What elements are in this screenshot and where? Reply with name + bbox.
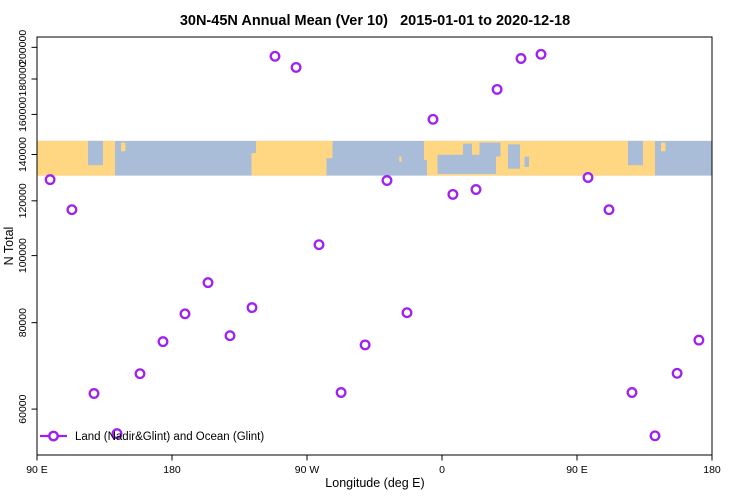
sea-patch (88, 140, 103, 166)
legend-label: Land (Nadir&Glint) and Ocean (Glint) (75, 431, 264, 443)
sea-patch (508, 144, 520, 169)
land-segment (256, 140, 327, 176)
data-point (515, 53, 527, 64)
sea-patch (628, 140, 643, 166)
data-point (88, 388, 100, 399)
data-point (224, 330, 236, 342)
data-point (313, 239, 325, 251)
y-tick-label: 100000 (17, 238, 29, 273)
data-point (359, 339, 371, 351)
y-tick-label: 180000 (17, 61, 29, 96)
plot-border (36, 36, 713, 456)
land-patch (424, 140, 427, 160)
data-point (381, 175, 393, 186)
data-point (179, 308, 191, 320)
data-point (66, 204, 78, 216)
data-point (603, 204, 615, 216)
y-tick-label: 140000 (17, 137, 29, 172)
y-tick-label: 120000 (17, 183, 29, 218)
data-point (111, 428, 123, 440)
sea-patch (524, 156, 529, 167)
data-point (671, 367, 683, 379)
data-point (401, 307, 413, 319)
data-point (246, 302, 258, 314)
data-point (447, 188, 459, 200)
scatter-points (44, 48, 705, 442)
data-point (335, 387, 347, 398)
legend-marker-icon (48, 430, 59, 442)
y-tick-label: 80000 (17, 308, 29, 337)
data-point (626, 387, 638, 398)
data-point (134, 368, 146, 380)
land-patch (121, 142, 126, 152)
data-point (470, 184, 482, 195)
x-tick-label: 90 E (566, 464, 588, 476)
y-tick-label: 60000 (17, 394, 29, 423)
data-point (202, 277, 214, 289)
legend: Land (Nadir&Glint) and Ocean (Glint) (40, 430, 264, 443)
land-patch (251, 153, 256, 176)
data-point (427, 113, 439, 125)
sea-patch (463, 143, 472, 159)
data-point (582, 172, 594, 183)
chart-title: 30N-45N Annual Mean (Ver 10) 2015-01-01 … (180, 13, 570, 29)
data-point (157, 336, 169, 348)
data-point (290, 61, 302, 73)
x-tick-label: 0 (439, 464, 445, 476)
land-ocean-map-band (37, 140, 712, 176)
land-patch (399, 156, 402, 162)
data-point (491, 83, 503, 95)
sea-patch (437, 154, 496, 174)
x-tick-label: 90 W (295, 464, 320, 476)
data-point (535, 48, 547, 60)
land-segment (37, 140, 115, 176)
x-tick-label: 180 (703, 464, 721, 476)
y-tick-label: 200000 (17, 30, 29, 65)
land-patch (661, 142, 666, 152)
data-point (693, 334, 705, 346)
data-point (269, 50, 281, 62)
y-axis-label: N Total (2, 227, 16, 266)
x-tick-label: 180 (163, 464, 181, 476)
y-tick-label: 160000 (17, 97, 29, 132)
sea-patch (479, 142, 501, 157)
data-point (44, 174, 56, 186)
x-axis-label: Longitude (deg E) (325, 476, 424, 490)
data-point (649, 430, 661, 442)
x-tick-label: 90 E (26, 464, 48, 476)
land-patch (326, 140, 333, 159)
